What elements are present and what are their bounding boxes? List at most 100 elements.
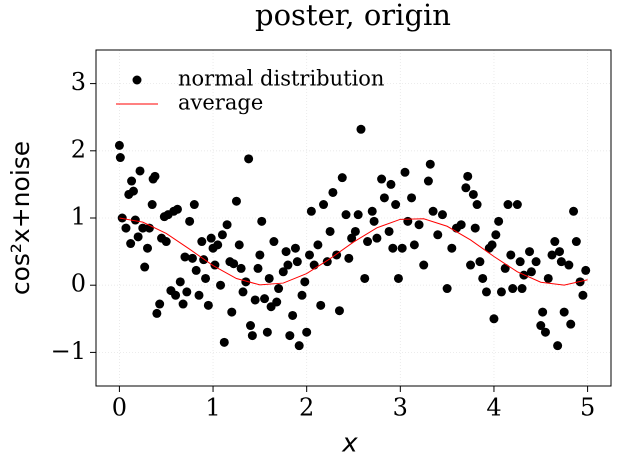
scatter-point <box>285 331 295 341</box>
scatter-point <box>227 307 237 317</box>
scatter-point <box>236 263 246 273</box>
scatter-point <box>231 196 241 206</box>
scatter-point <box>229 259 239 269</box>
scatter-point <box>428 206 438 216</box>
scatter-point <box>536 321 546 331</box>
scatter-point <box>517 284 527 294</box>
scatter-point <box>300 277 310 287</box>
scatter-point <box>319 200 329 210</box>
scatter-point <box>344 253 354 263</box>
scatter-point <box>569 206 579 216</box>
scatter-point <box>369 216 379 226</box>
scatter-point <box>547 250 557 260</box>
x-axis-label: x <box>341 429 358 459</box>
scatter-point <box>360 273 370 283</box>
scatter-point <box>216 280 226 290</box>
scatter-point <box>496 287 506 297</box>
scatter-point <box>350 226 360 236</box>
scatter-point <box>555 247 564 257</box>
scatter-point <box>290 243 300 253</box>
scatter-point <box>377 174 387 184</box>
scatter-point <box>437 210 447 220</box>
scatter-point <box>347 233 357 243</box>
scatter-point <box>257 216 267 226</box>
scatter-point <box>210 260 220 270</box>
legend-label: normal distribution <box>178 67 384 91</box>
scatter-point <box>281 247 291 257</box>
scatter-point <box>304 250 314 260</box>
scatter-point <box>297 290 307 300</box>
scatter-point <box>264 273 274 283</box>
scatter-point <box>213 240 223 250</box>
scatter-point <box>219 337 229 347</box>
scatter-point <box>538 307 548 317</box>
scatter-point <box>302 327 312 337</box>
scatter-point <box>526 267 536 277</box>
chart-title: poster, origin <box>255 0 451 32</box>
scatter-point <box>559 307 569 317</box>
scatter-point <box>397 243 407 253</box>
scatter-point <box>463 171 473 181</box>
scatter-point <box>393 273 403 283</box>
scatter-point <box>550 237 560 247</box>
scatter-point <box>121 223 131 233</box>
scatter-point <box>128 186 138 196</box>
scatter-point <box>456 220 466 230</box>
scatter-point <box>425 159 435 169</box>
scatter-point <box>407 193 417 203</box>
scatter-point <box>472 200 482 210</box>
y-tick-label: 3 <box>71 68 86 96</box>
scatter-point <box>328 187 338 197</box>
scatter-point <box>540 327 550 337</box>
scatter-point <box>512 200 522 210</box>
scatter-point <box>379 193 389 203</box>
x-tick-label: 2 <box>299 394 314 422</box>
scatter-point <box>203 300 213 310</box>
scatter-point <box>234 240 244 250</box>
scatter-point <box>244 154 254 164</box>
x-tick-label: 0 <box>112 394 127 422</box>
scatter-point <box>150 171 160 181</box>
scatter-point <box>294 341 304 351</box>
scatter-point <box>313 240 323 250</box>
scatter-point <box>466 260 476 270</box>
scatter-point <box>400 167 410 177</box>
scatter-point <box>531 257 541 267</box>
scatter-point <box>178 299 188 309</box>
scatter-point <box>161 237 171 247</box>
scatter-point <box>272 297 282 307</box>
scatter-point <box>503 200 513 210</box>
scatter-point <box>489 314 499 324</box>
scatter-point <box>309 260 319 270</box>
line <box>119 217 588 286</box>
scatter-point <box>386 179 396 189</box>
scatter-point <box>274 284 284 294</box>
scatter-point <box>130 215 140 225</box>
scatter-point <box>278 267 288 277</box>
scatter-point <box>260 294 270 304</box>
scatter-point <box>250 295 260 305</box>
scatter-point <box>247 331 257 341</box>
scatter-point <box>283 260 293 270</box>
scatter-point <box>238 287 248 297</box>
scatter-point <box>564 260 574 270</box>
scatter-point <box>135 166 145 176</box>
scatter-point <box>334 306 344 316</box>
scatter-point <box>363 237 373 247</box>
legend-marker <box>132 75 142 85</box>
scatter-point <box>500 263 510 273</box>
scatter-point <box>187 253 197 263</box>
scatter-point <box>470 223 480 233</box>
scatter-point <box>388 243 398 253</box>
scatter-point <box>191 265 201 275</box>
scatter-point <box>152 308 162 318</box>
scatter-point <box>525 247 535 257</box>
scatter-point <box>384 226 394 236</box>
scatter-point <box>217 230 227 240</box>
scatter-point <box>481 287 491 297</box>
scatter-point <box>206 233 216 243</box>
scatter-point <box>262 327 272 337</box>
scatter-point <box>182 287 192 297</box>
scatter-point <box>581 265 591 275</box>
scatter-point <box>571 237 581 247</box>
